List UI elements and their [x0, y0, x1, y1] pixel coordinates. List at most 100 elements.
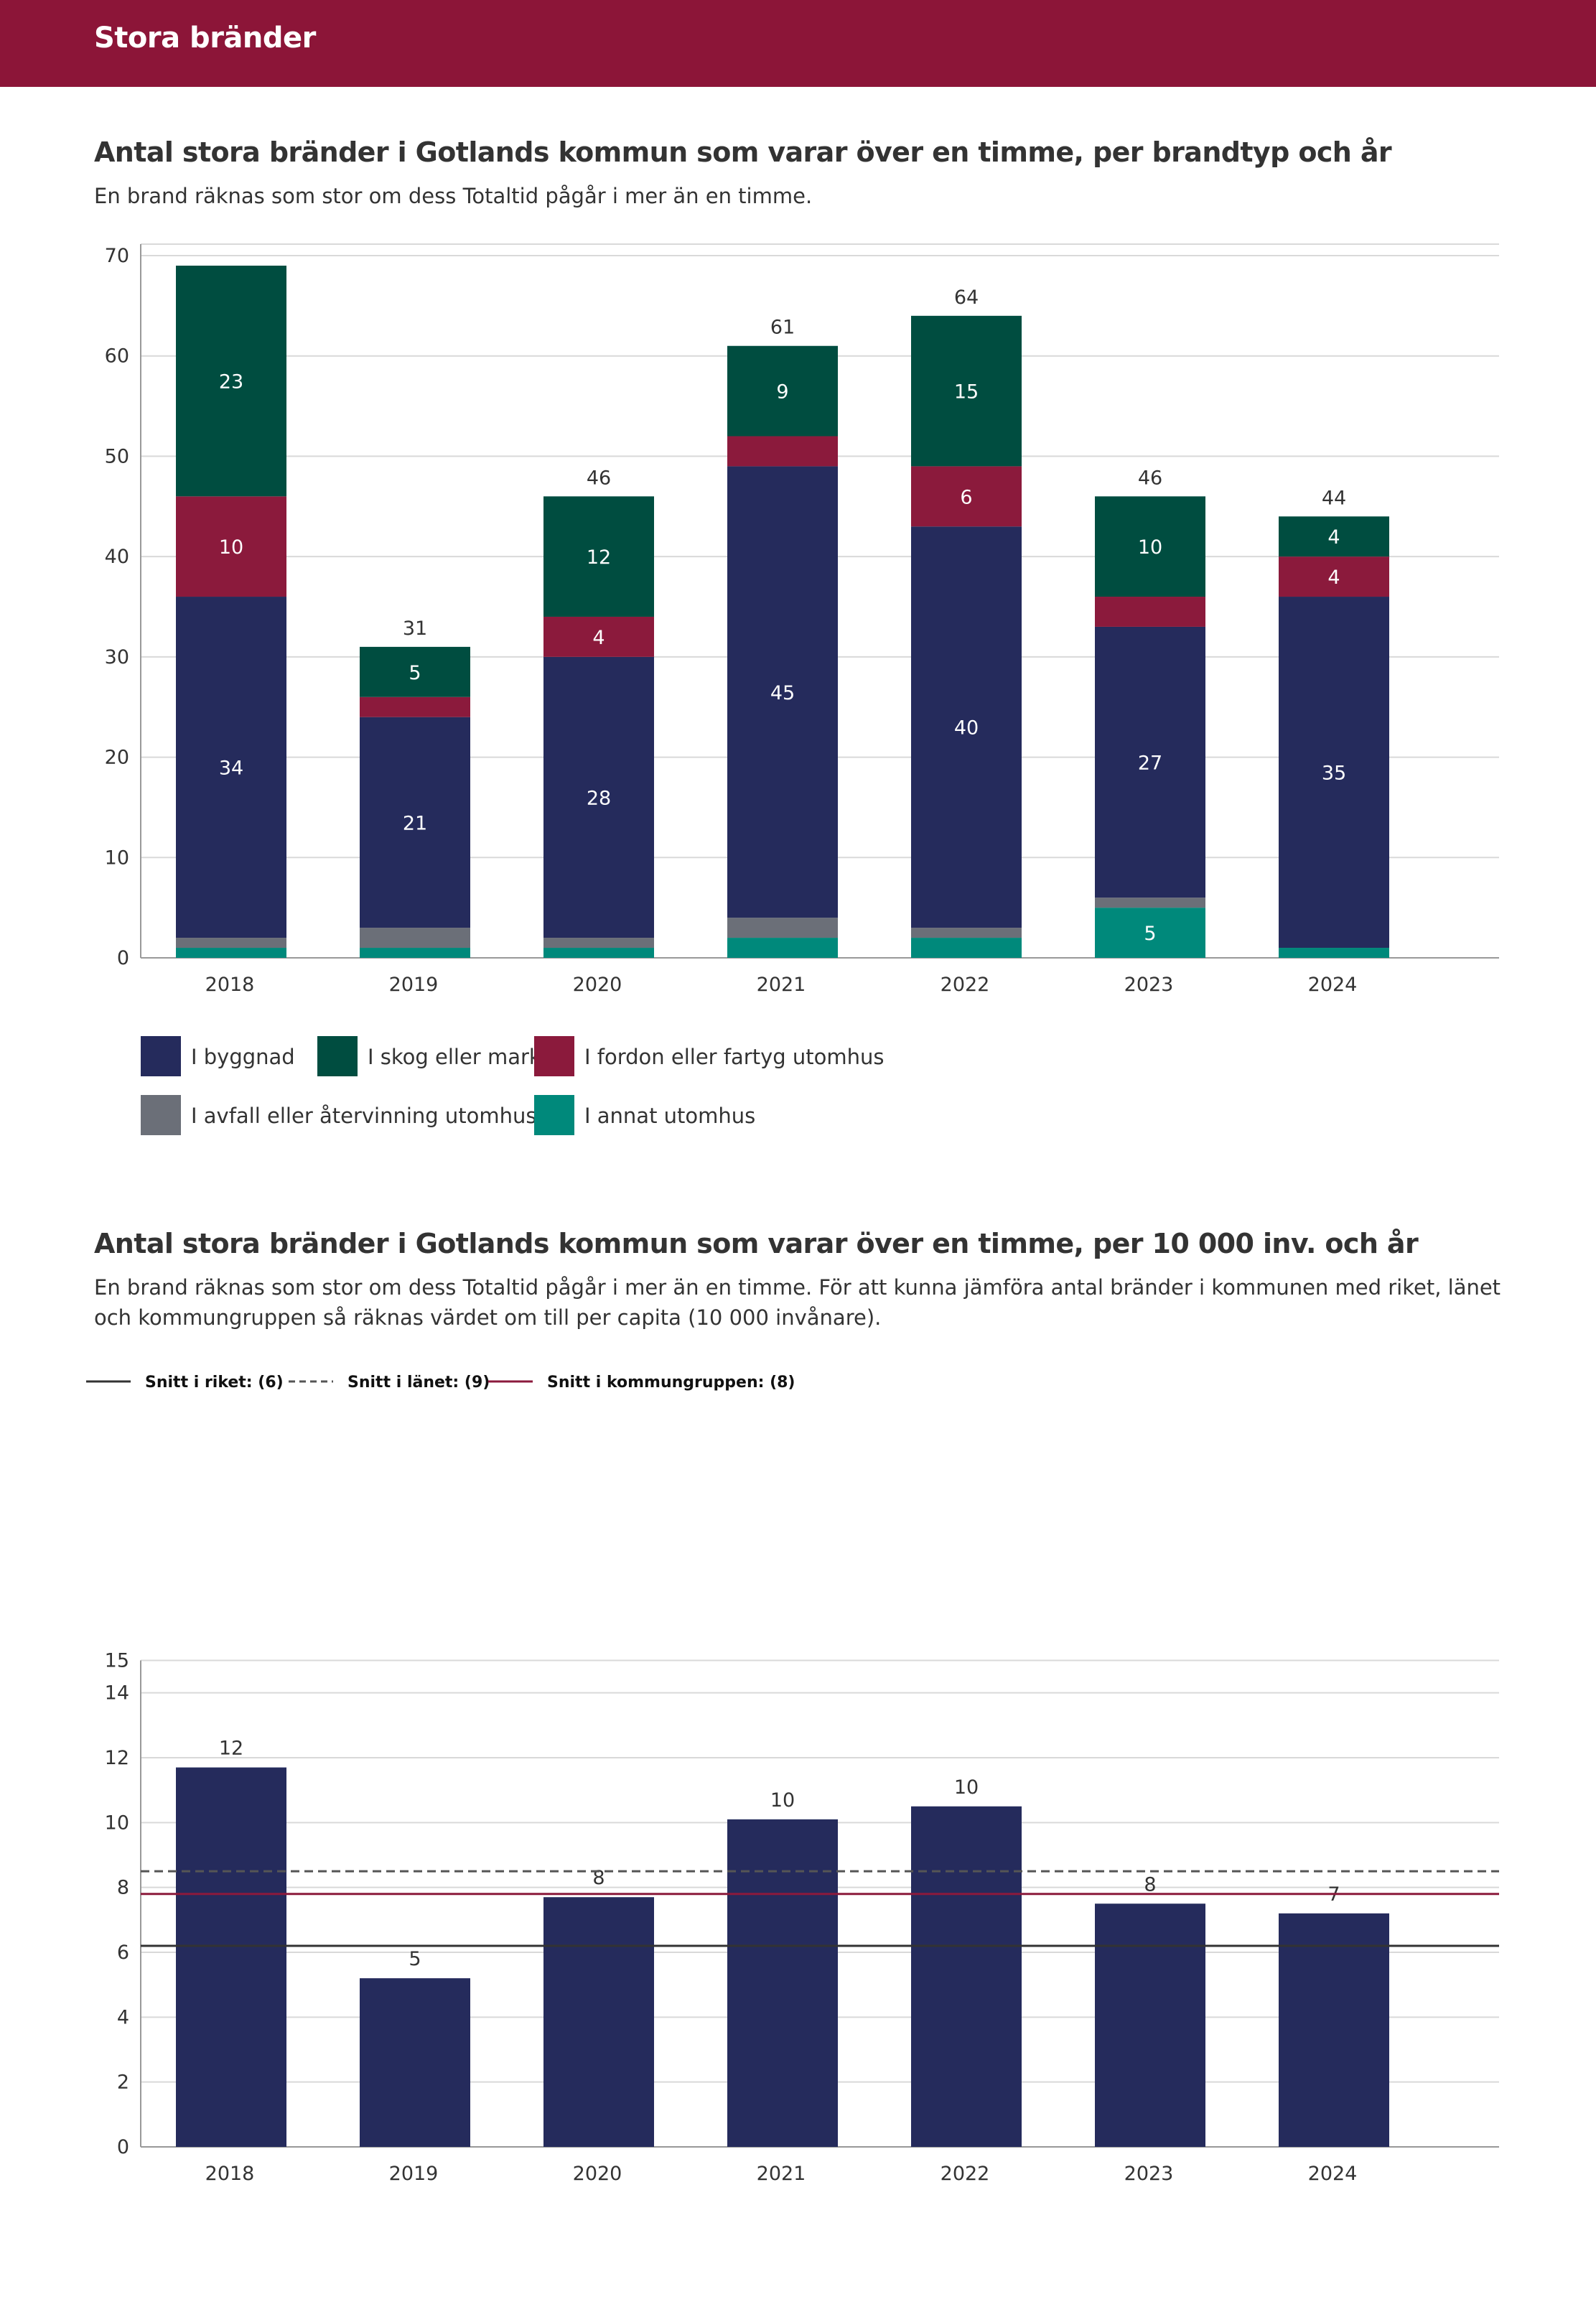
bar	[1279, 1913, 1389, 2147]
chart2-title: Antal stora bränder i Gotlands kommun so…	[94, 1228, 1419, 1259]
y-tick-label: 60	[105, 345, 129, 368]
total-label: 44	[1322, 487, 1346, 509]
bar-segment-avfall	[911, 928, 1022, 938]
data-label: 10	[219, 536, 243, 559]
y-tick-label: 50	[105, 445, 129, 467]
ref-legend-label: Snitt i kommungruppen: (8)	[547, 1374, 795, 1392]
bar-segment-annat	[911, 938, 1022, 958]
data-label: 34	[219, 758, 243, 780]
x-tick-label: 2023	[1124, 974, 1174, 996]
y-tick-label: 0	[117, 947, 129, 969]
bar	[543, 1897, 654, 2147]
bar-segment-fordon	[1279, 556, 1389, 597]
bar	[360, 1978, 470, 2147]
x-tick-label: 2022	[941, 974, 990, 996]
section-title: Stora bränder	[94, 22, 316, 55]
legend-label: I fordon eller fartyg utomhus	[584, 1045, 885, 1069]
bar-segment-fordon	[543, 616, 654, 657]
bar-segment-byggnad	[911, 526, 1022, 928]
legend-label: I avfall eller återvinning utomhus	[191, 1104, 537, 1128]
bar-segment-skog	[911, 315, 1022, 467]
data-label: 8	[1144, 1873, 1156, 1896]
bar-segment-byggnad	[727, 466, 838, 918]
legend-label: I skog eller mark	[368, 1045, 541, 1069]
data-label: 15	[954, 381, 979, 404]
data-label: 40	[954, 717, 979, 740]
data-label: 23	[219, 371, 243, 393]
bar-segment-fordon	[911, 466, 1022, 527]
bar	[911, 1806, 1022, 2147]
bar-segment-avfall	[360, 928, 470, 949]
x-tick-label: 2022	[941, 2163, 990, 2185]
total-label: 46	[587, 467, 611, 489]
bar-segment-byggnad	[1279, 597, 1389, 949]
x-tick-label: 2018	[205, 974, 255, 996]
total-label: 61	[770, 317, 795, 339]
data-label: 10	[954, 1776, 979, 1799]
bar	[176, 1767, 286, 2147]
data-label: 21	[403, 812, 427, 834]
x-tick-label: 2023	[1124, 2163, 1174, 2185]
total-label: 64	[954, 286, 979, 309]
ref-legend-label: Snitt i länet: (9)	[347, 1374, 490, 1392]
legend-label: I annat utomhus	[584, 1104, 755, 1128]
data-label: 5	[409, 1948, 421, 1970]
bar	[1095, 1903, 1205, 2147]
bar-segment-skog	[727, 345, 838, 437]
x-tick-label: 2019	[389, 974, 439, 996]
chart1-svg: 0 10 20 30 40 50 60 70 34 10 23 2018 21 5 31 2019 28 4 12 4…	[105, 243, 1499, 1135]
x-tick-label: 2019	[389, 2163, 439, 2185]
data-label: 12	[219, 1738, 243, 1760]
bar-segment-avfall	[1095, 898, 1205, 908]
data-label: 27	[1138, 752, 1162, 775]
data-label: 28	[587, 787, 611, 809]
bar-segment-byggnad	[360, 717, 470, 928]
x-tick-label: 2018	[205, 2163, 255, 2185]
legend-swatch-avfall	[141, 1095, 181, 1135]
y-tick-label: 8	[117, 1877, 129, 1899]
y-tick-label: 20	[105, 747, 129, 769]
bar-segment-fordon	[727, 436, 838, 467]
data-label: 10	[1138, 536, 1162, 559]
bar-segment-skog	[360, 646, 470, 697]
section-banner: Stora bränder	[0, 0, 1596, 87]
total-label: 31	[403, 617, 427, 640]
bar-segment-annat	[1279, 948, 1389, 958]
bar-segment-annat	[360, 948, 470, 958]
bar-segment-fordon	[176, 496, 286, 597]
data-label: 4	[1327, 526, 1340, 549]
chart1-subtitle: En brand räknas som stor om dess Totalti…	[94, 184, 813, 208]
y-tick-label: 70	[105, 245, 129, 267]
legend-swatch-annat	[534, 1095, 574, 1135]
bar-segment-fordon	[360, 696, 470, 717]
x-tick-label: 2024	[1308, 2163, 1358, 2185]
y-tick-label: 0	[117, 2136, 129, 2158]
bar-segment-skog	[176, 265, 286, 497]
legend-swatch-byggnad	[141, 1036, 181, 1076]
data-label: 5	[409, 662, 421, 684]
data-label: 35	[1322, 763, 1346, 785]
data-label: 4	[1327, 567, 1340, 589]
bar-segment-annat	[727, 938, 838, 958]
y-tick-label: 10	[105, 847, 129, 869]
legend-swatch-fordon	[534, 1036, 574, 1076]
bar-segment-annat	[176, 948, 286, 958]
bar-segment-skog	[1095, 496, 1205, 597]
bar-segment-byggnad	[176, 597, 286, 938]
y-tick-label: 6	[117, 1942, 129, 1964]
y-tick-label: 30	[105, 646, 129, 668]
data-label: 9	[776, 381, 788, 404]
y-tick-label: 4	[117, 2006, 129, 2028]
bar-segment-fordon	[1095, 597, 1205, 627]
x-tick-label: 2021	[757, 974, 806, 996]
legend-swatch-skog	[317, 1036, 358, 1076]
y-tick-label: 40	[105, 546, 129, 568]
y-tick-label: 15	[105, 1650, 129, 1672]
x-tick-label: 2020	[573, 2163, 622, 2185]
data-label: 10	[770, 1789, 795, 1812]
bar-segment-avfall	[727, 918, 838, 938]
data-label: 8	[592, 1867, 605, 1889]
y-tick-label: 2	[117, 2071, 129, 2094]
total-label: 46	[1138, 467, 1162, 489]
